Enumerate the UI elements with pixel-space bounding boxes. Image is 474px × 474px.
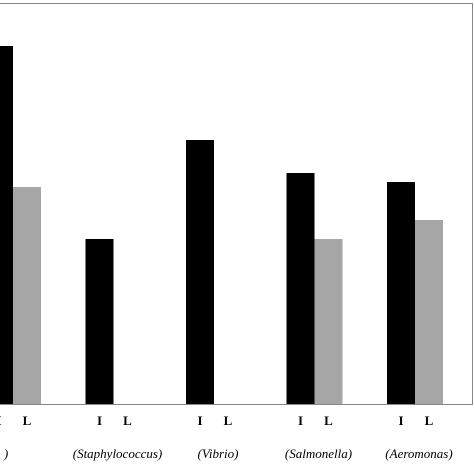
bar-sub-label: I bbox=[97, 413, 102, 428]
x-tick-label: ) bbox=[3, 446, 8, 461]
bar bbox=[186, 140, 214, 404]
x-tick-label: (Salmonella) bbox=[285, 446, 352, 461]
bar bbox=[314, 239, 343, 404]
bar bbox=[0, 46, 13, 404]
bar-sub-label: I bbox=[398, 413, 403, 428]
bar-sub-label: L bbox=[425, 413, 434, 428]
bar-sub-label: L bbox=[324, 413, 333, 428]
bar bbox=[286, 173, 315, 404]
bar-sub-label: I bbox=[298, 413, 303, 428]
bar bbox=[387, 182, 415, 404]
bar-sub-label: I bbox=[0, 413, 2, 428]
bar-sub-label: L bbox=[23, 413, 32, 428]
bar bbox=[415, 220, 443, 404]
x-tick-label: (Staphylococcus) bbox=[73, 446, 163, 461]
x-tick-label: (Vibrio) bbox=[198, 446, 239, 461]
bar bbox=[13, 187, 41, 404]
bar-sub-label: L bbox=[123, 413, 132, 428]
bar-sub-label: L bbox=[224, 413, 233, 428]
bar bbox=[85, 239, 114, 404]
x-tick-label: (Aeromonas) bbox=[385, 446, 452, 461]
bar-sub-label: I bbox=[197, 413, 202, 428]
